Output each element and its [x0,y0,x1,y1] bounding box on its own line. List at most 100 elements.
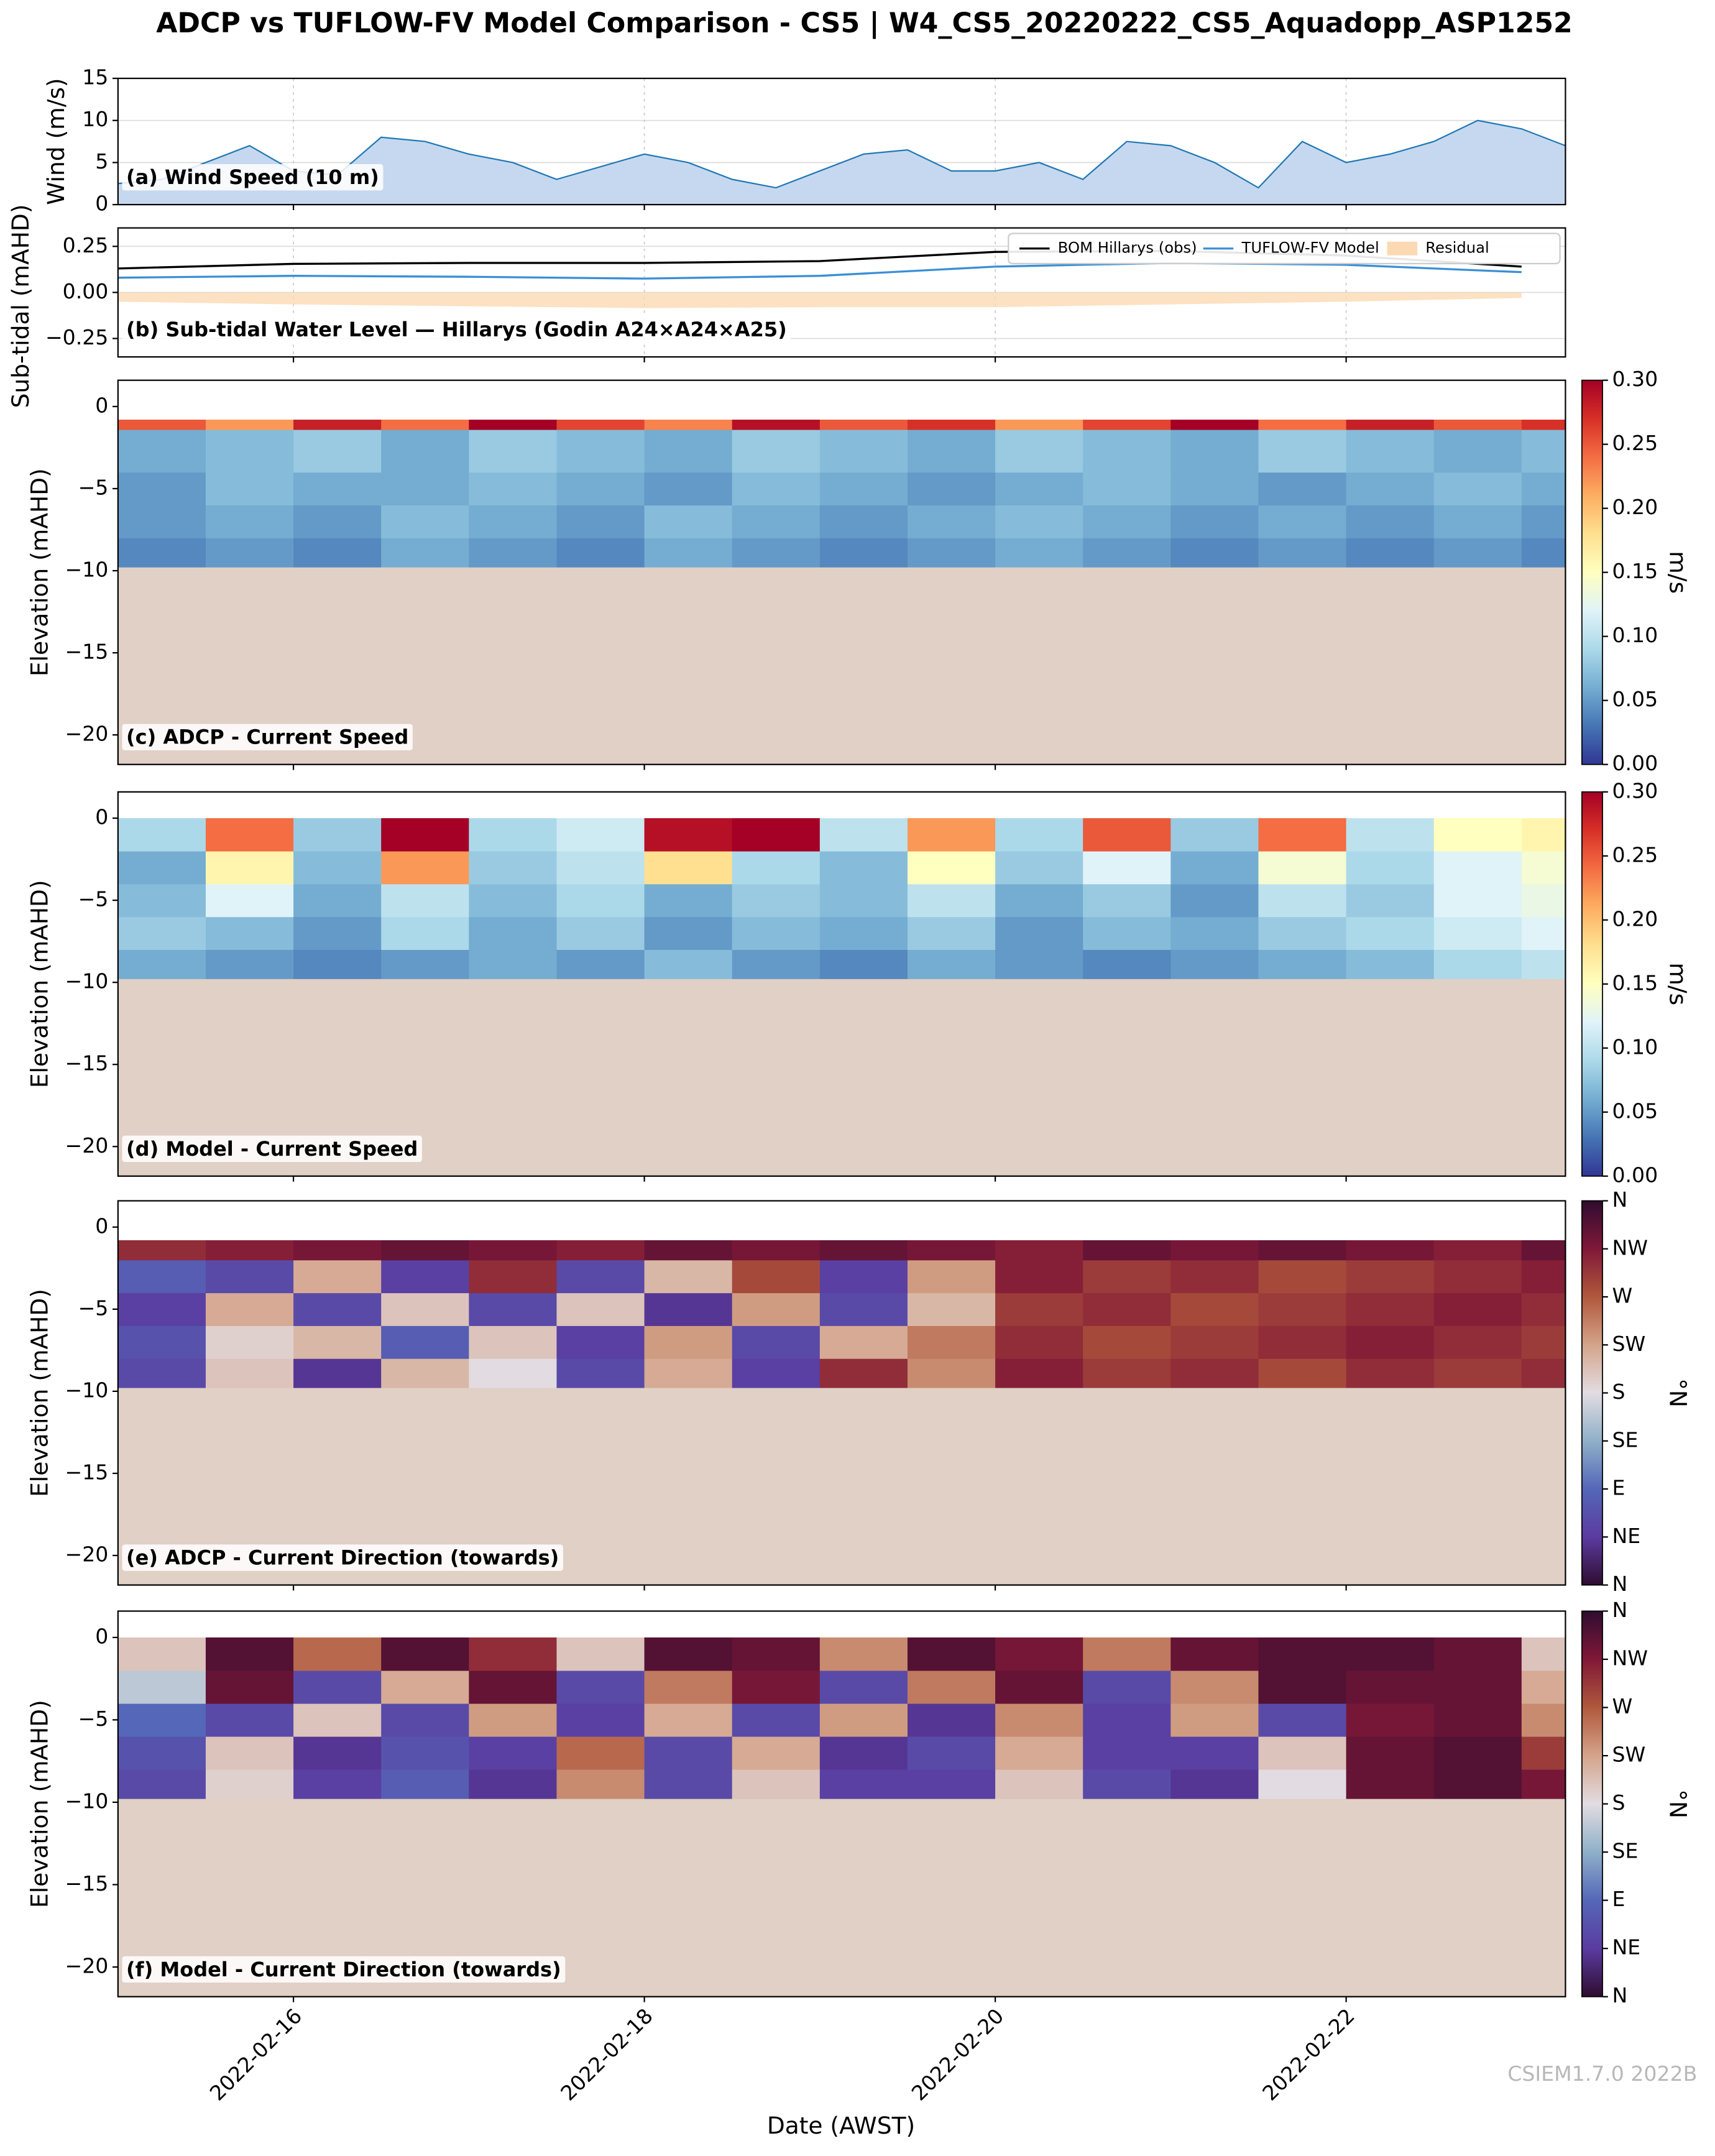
heat-cell [995,1670,1084,1704]
legend-label: TUFLOW-FV Model [1241,239,1379,257]
heat-cell [995,1240,1084,1261]
heat-cell [1258,420,1347,430]
colorbar-tick-label: N [1612,1572,1627,1596]
panel-label-bg [122,1544,563,1571]
heat-cell [117,1240,206,1261]
y-tick-label: −15 [65,1051,109,1076]
heat-cell [1170,1358,1259,1389]
heat-cell [117,949,206,980]
heat-cell [556,1240,645,1261]
heat-cell [1521,883,1566,918]
heat-cell [469,1260,558,1294]
colorbar-tick-label: 0.25 [1612,431,1658,455]
heat-cell [1258,1240,1347,1261]
heat-cell [1521,1240,1566,1261]
heat-cell [644,1703,733,1737]
heat-cell [1258,1736,1347,1770]
heat-cell [381,1240,470,1261]
heat-cell [117,883,206,918]
heat-cell [1258,883,1347,918]
heat-cell [1346,1637,1435,1671]
colorbar [1581,379,1603,765]
heat-cell [1083,1240,1172,1261]
heat-cell [819,472,908,506]
heat-cell [907,420,996,430]
y-tick-label: 10 [82,107,108,131]
heat-cell [205,1260,294,1294]
legend-frame [1008,233,1561,265]
heat-cell [732,1358,821,1389]
heat-cell [205,538,294,568]
heat-cell [1170,420,1259,430]
heat-cell [644,429,733,473]
panel-label: (c) ADCP - Current Speed [126,726,408,749]
heat-cell [1170,1769,1259,1800]
heat-cell [381,1670,470,1704]
heat-cell [1258,1325,1347,1359]
y-tick-label: 0 [95,1214,108,1238]
heat-cell [1258,1670,1347,1704]
y-tick-label: 15 [82,65,108,90]
heat-cell [1433,1736,1522,1770]
heat-cell [1170,429,1259,473]
heat-cell [1433,1637,1522,1671]
heat-cell [117,916,206,951]
colorbar [1581,1610,1603,1997]
heat-cell [293,850,382,885]
heat-cell [1521,1358,1566,1389]
heat-cell [1346,1240,1435,1261]
heat-cell [819,1637,908,1671]
heat-cell [644,1240,733,1261]
heat-cell [1083,818,1172,852]
heat-cell [1433,420,1522,430]
heat-cell [1083,472,1172,506]
panel-label-bg [122,724,413,750]
colorbar-tick-label: NW [1612,1235,1647,1260]
heat-cell [381,1769,470,1800]
y-tick-label: 0 [95,805,108,829]
colorbar-tick-label: E [1612,1887,1625,1911]
heat-cell [1346,1292,1435,1326]
y-tick-label: −5 [78,1707,109,1731]
legend-label: BOM Hillarys (obs) [1058,239,1197,257]
heat-cell [1258,818,1347,852]
panel-label: (f) Model - Current Direction (towards) [126,1958,561,1981]
axes-frame [117,791,1566,1177]
heat-cell [819,1240,908,1261]
heat-cell [381,818,470,852]
y-axis-label: Elevation (mAHD) [26,1700,53,1908]
heat-cell [469,1736,558,1770]
wind-line [117,119,1566,189]
heat-cell [907,916,996,951]
colorbar-tick-label: W [1612,1284,1632,1308]
heat-cell [1433,1703,1522,1737]
heat-cell [1258,1703,1347,1737]
heat-cell [644,1358,733,1389]
heat-cell [1083,1736,1172,1770]
legend-label: Residual [1425,239,1489,257]
x-axis-label: Date (AWST) [767,2112,915,2139]
heat-cell [644,472,733,506]
colorbar-tick-label: W [1612,1694,1632,1718]
heat-cell [205,1240,294,1261]
colorbar-label: m/s [1665,551,1692,594]
heat-cell [205,1769,294,1800]
heat-cell [1083,850,1172,885]
heat-cell [1521,916,1566,951]
heat-cell [293,949,382,980]
heat-cell [1346,1670,1435,1704]
heat-cell [381,1703,470,1737]
heat-cell [556,1325,645,1359]
heat-cell [907,472,996,506]
heat-cell [1170,505,1259,538]
heat-cell [907,1769,996,1800]
heat-cell [293,1260,382,1294]
heat-cell [995,420,1084,430]
colorbar-tick-label: 0.00 [1612,1163,1658,1187]
y-tick-label: −0.25 [45,325,108,349]
heat-cell [469,420,558,430]
heat-cell [205,1670,294,1704]
panel-label: (a) Wind Speed (10 m) [126,165,379,189]
heat-cell [1521,472,1566,506]
heat-cell [117,818,206,852]
